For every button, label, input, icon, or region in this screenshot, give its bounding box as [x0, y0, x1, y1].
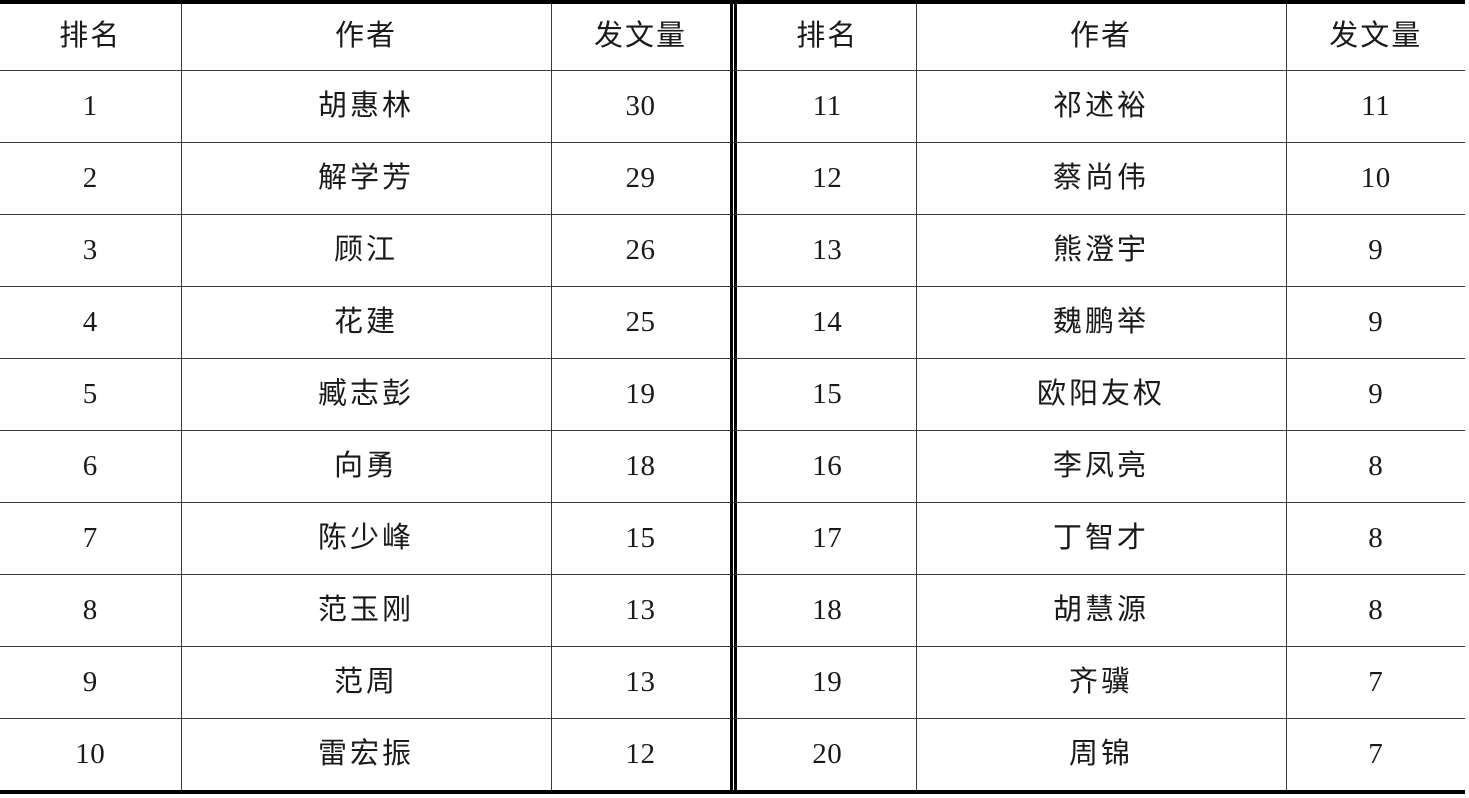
cell-rank-left: 2	[0, 142, 182, 215]
cell-count-left: 19	[551, 358, 736, 431]
table-row: 8 范玉刚 13 18 胡慧源 8	[0, 574, 1465, 647]
cell-author-left: 解学芳	[181, 142, 552, 215]
cell-author-left: 胡惠林	[181, 70, 552, 143]
cell-rank-left: 3	[0, 214, 182, 287]
table-row: 2 解学芳 29 12 蔡尚伟 10	[0, 142, 1465, 215]
cell-rank-right: 17	[739, 502, 917, 575]
table-header-row: 排名 作者 发文量 排名 作者 发文量	[0, 2, 1465, 71]
cell-rank-left: 9	[0, 646, 182, 719]
cell-count-right: 9	[1286, 358, 1465, 431]
cell-author-left: 向勇	[181, 430, 552, 503]
cell-author-right: 祁述裕	[916, 70, 1287, 143]
table-body: 1 胡惠林 30 11 祁述裕 11 2 解学芳 29 12 蔡尚伟 10 3 …	[0, 70, 1465, 792]
cell-rank-left: 1	[0, 70, 182, 143]
cell-author-right: 蔡尚伟	[916, 142, 1287, 215]
table-row: 4 花建 25 14 魏鹏举 9	[0, 286, 1465, 359]
cell-rank-left: 7	[0, 502, 182, 575]
cell-count-left: 13	[551, 574, 736, 647]
cell-count-right: 8	[1286, 502, 1465, 575]
cell-author-left: 花建	[181, 286, 552, 359]
table-row: 1 胡惠林 30 11 祁述裕 11	[0, 70, 1465, 143]
column-header-rank-right: 排名	[739, 2, 917, 71]
table-row: 9 范周 13 19 齐骥 7	[0, 646, 1465, 719]
cell-count-right: 9	[1286, 286, 1465, 359]
cell-count-right: 9	[1286, 214, 1465, 287]
cell-author-left: 臧志彭	[181, 358, 552, 431]
cell-author-right: 丁智才	[916, 502, 1287, 575]
cell-author-left: 陈少峰	[181, 502, 552, 575]
cell-count-right: 7	[1368, 737, 1384, 770]
column-header-count-right: 发文量	[1286, 2, 1465, 71]
cell-rank-right: 15	[739, 358, 917, 431]
cell-count-left: 18	[551, 430, 736, 503]
table-row: 7 陈少峰 15 17 丁智才 8	[0, 502, 1465, 575]
cell-rank-left: 8	[0, 574, 182, 647]
cell-count-left: 15	[551, 502, 736, 575]
column-header-rank-left: 排名	[0, 2, 182, 71]
cell-rank-right: 19	[739, 646, 917, 719]
column-header-author-left: 作者	[181, 2, 552, 71]
cell-count-left: 29	[551, 142, 736, 215]
cell-count-right: 8	[1286, 574, 1465, 647]
table-row: 3 顾江 26 13 熊澄宇 9	[0, 214, 1465, 287]
cell-author-right: 周锦	[916, 718, 1287, 792]
cell-count-left: 26	[551, 214, 736, 287]
cell-rank-right: 16	[739, 430, 917, 503]
table-row: 6 向勇 18 16 李凤亮 8	[0, 430, 1465, 503]
cell-count-left: 12	[551, 718, 736, 792]
cell-rank-right: 20	[739, 718, 917, 792]
cell-rank-right: 18	[739, 574, 917, 647]
cell-author-left: 顾江	[181, 214, 552, 287]
cell-author-right: 欧阳友权	[916, 358, 1287, 431]
cell-author-right: 胡慧源	[916, 574, 1287, 647]
cell-rank-right: 14	[739, 286, 917, 359]
cell-count-left: 25	[551, 286, 736, 359]
cell-author-left: 范玉刚	[181, 574, 552, 647]
cell-count-right: 11	[1286, 70, 1465, 143]
cell-count-left: 30	[551, 70, 736, 143]
cell-author-right: 李凤亮	[916, 430, 1287, 503]
cell-author-right: 魏鹏举	[916, 286, 1287, 359]
cell-author-right: 熊澄宇	[916, 214, 1287, 287]
table-row: 5 臧志彭 19 15 欧阳友权 9	[0, 358, 1465, 431]
cell-rank-right: 12	[739, 142, 917, 215]
cell-rank-right: 11	[739, 70, 917, 143]
column-header-author-right: 作者	[916, 2, 1287, 71]
cell-rank-left: 4	[0, 286, 182, 359]
cell-count-right: 10	[1286, 142, 1465, 215]
cell-author-left: 雷宏振	[181, 718, 552, 792]
table-row: 10 雷宏振 12 20 周锦 7	[0, 718, 1465, 792]
cell-author-right: 齐骥	[916, 646, 1287, 719]
cell-count-left: 13	[551, 646, 736, 719]
cell-rank-left: 10	[0, 718, 182, 792]
cell-rank-left: 6	[0, 430, 182, 503]
cell-rank-right: 13	[739, 214, 917, 287]
cell-rank-left: 5	[0, 358, 182, 431]
cell-author-left: 范周	[181, 646, 552, 719]
cell-count-right: 8	[1286, 430, 1465, 503]
cell-count-right: 7	[1286, 646, 1465, 719]
column-header-count-left: 发文量	[551, 2, 736, 71]
